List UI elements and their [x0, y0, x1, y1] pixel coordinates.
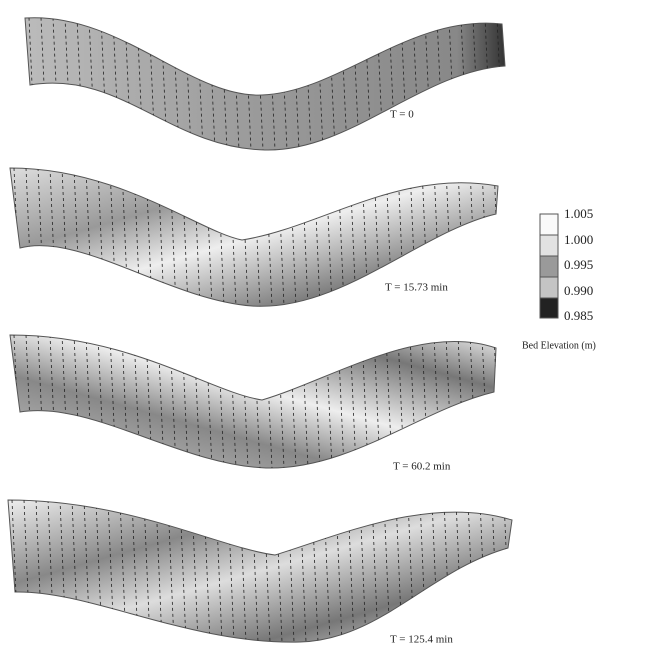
colorbar: 1.005 1.000 0.995 0.990 0.985 Bed Elevat… [522, 206, 596, 351]
vector-line [494, 335, 500, 468]
colorbar-segment [540, 298, 558, 318]
colorbar-segment [540, 235, 558, 256]
time-label: T = 60.2 min [393, 461, 451, 473]
colorbar-tick: 0.985 [564, 308, 593, 323]
colorbar-segment [540, 256, 558, 277]
time-label: T = 0 [390, 109, 414, 121]
colorbar-tick: 0.995 [564, 257, 593, 272]
channel-panel [25, 18, 505, 150]
figure: T = 0 T = 15.73 min T = 60.2 min T = 125… [0, 0, 646, 657]
colorbar-segment [540, 277, 558, 298]
time-label: T = 15.73 min [385, 282, 448, 294]
colorbar-tick: 1.000 [564, 232, 593, 247]
channel-panel [8, 500, 512, 642]
colorbar-tick: 1.005 [564, 206, 593, 221]
colorbar-tick: 0.990 [564, 283, 593, 298]
time-label: T = 125.4 min [390, 634, 453, 646]
colorbar-title: Bed Elevation (m) [522, 340, 596, 351]
colorbar-segment [540, 214, 558, 235]
